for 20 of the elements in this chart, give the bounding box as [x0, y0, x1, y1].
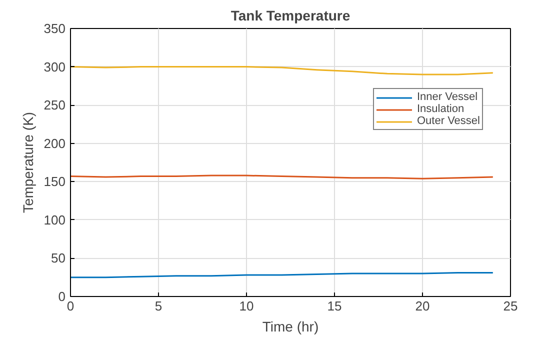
legend-label: Outer Vessel: [417, 115, 480, 127]
y-tick-label: 350: [44, 21, 66, 36]
x-tick-label: 15: [327, 298, 342, 314]
x-tick-label: 20: [415, 298, 430, 314]
y-tick-label: 300: [44, 59, 66, 74]
x-tick-label: 25: [503, 298, 518, 314]
x-tick-label: 5: [154, 298, 162, 314]
y-tick-label: 100: [44, 212, 66, 228]
y-tick-label: 200: [44, 136, 66, 151]
line-series: [70, 66, 494, 76]
y-tick-label: 50: [51, 250, 66, 266]
legend-label: Insulation: [417, 103, 464, 115]
x-tick-label: 10: [239, 298, 254, 314]
y-tick-label: 0: [58, 289, 66, 304]
chart-title: Tank Temperature: [230, 8, 350, 24]
y-axis-title: Temperature (K): [20, 112, 36, 214]
y-tick-label: 150: [44, 174, 66, 190]
legend-label: Inner Vessel: [417, 91, 478, 103]
y-tick-label: 250: [44, 98, 66, 113]
x-axis-title: Time (hr): [262, 318, 319, 334]
